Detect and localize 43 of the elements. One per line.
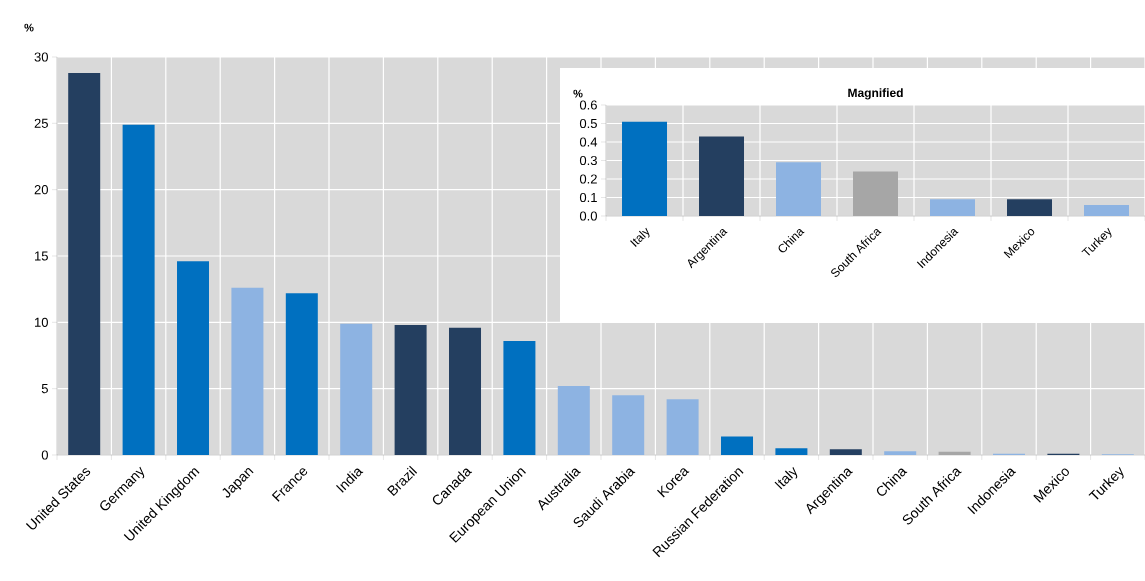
bar [340, 323, 373, 455]
bar [853, 171, 899, 216]
bar [285, 293, 318, 455]
y-tick-label: 15 [35, 251, 48, 261]
bar [1084, 204, 1129, 216]
y-tick-label: 30 [34, 52, 48, 62]
bar [557, 386, 590, 455]
x-tick-label: Italy [774, 466, 798, 490]
bar [122, 124, 155, 455]
bar [930, 199, 976, 216]
y-tick-label: 0.5 [579, 118, 597, 129]
y-tick-label: 20 [34, 185, 48, 195]
bar [449, 327, 482, 455]
bar [699, 136, 745, 216]
y-axis-title: % [573, 89, 583, 98]
bar [231, 287, 264, 455]
y-tick-label: 0.3 [579, 155, 597, 166]
bar [68, 72, 101, 455]
y-tick-label: 0.6 [579, 100, 597, 110]
bar [776, 162, 822, 216]
y-tick-label: 10 [35, 317, 48, 327]
bar [666, 399, 699, 455]
y-tick-label: 0.0 [579, 211, 597, 221]
x-tick-label: Italy [630, 227, 650, 247]
bar [775, 448, 808, 455]
bar [884, 451, 917, 455]
y-tick-label: 0 [41, 450, 48, 460]
bar [177, 261, 210, 455]
bar [829, 449, 862, 455]
y-tick-label: 0.1 [579, 192, 597, 203]
y-axis-title: % [24, 23, 34, 32]
bar [1007, 199, 1052, 216]
bar [503, 340, 536, 455]
y-tick-label: 25 [34, 118, 48, 128]
bar [612, 395, 645, 455]
y-tick-label: 0.2 [579, 174, 597, 184]
bar [721, 436, 754, 455]
bar [394, 324, 427, 455]
bar [938, 451, 971, 455]
y-tick-label: 5 [41, 384, 48, 394]
bar [622, 121, 668, 216]
chart-title: Magnified [848, 88, 903, 100]
y-tick-label: 0.4 [579, 137, 598, 147]
